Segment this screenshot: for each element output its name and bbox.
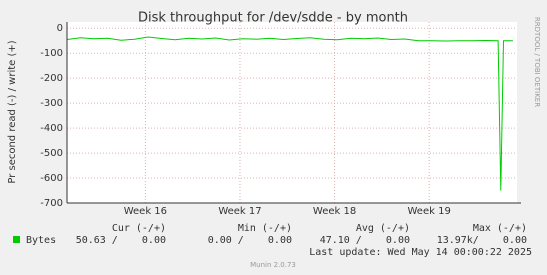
y-tick-label: -500 xyxy=(40,148,63,159)
last-update: Last update: Wed May 14 00:00:22 2025 xyxy=(309,247,532,258)
legend-cell: 50.63 / 0.00 xyxy=(76,235,166,246)
x-tick-label: Week 18 xyxy=(313,206,356,217)
legend-header: Avg (-/+) xyxy=(356,223,410,234)
legend-cell: 47.10 / 0.00 xyxy=(320,235,410,246)
y-tick-label: -300 xyxy=(40,98,63,109)
legend-header: Cur (-/+) xyxy=(112,223,166,234)
y-tick-label: -600 xyxy=(40,173,63,184)
chart-title: Disk throughput for /dev/sdde - by month xyxy=(138,11,408,26)
footer: Munin 2.0.73 xyxy=(250,261,296,269)
data-line xyxy=(66,36,513,191)
y-axis-label: Pr second read (-) / write (+) xyxy=(7,40,18,183)
side-label: RRDTOOL / TOBI OETIKER xyxy=(533,17,541,107)
x-tick-label: Week 19 xyxy=(408,206,451,217)
y-tick-label: -200 xyxy=(40,73,63,84)
legend-label: Bytes xyxy=(26,235,56,246)
y-tick-label: 0 xyxy=(57,23,63,34)
legend-header: Max (-/+) xyxy=(473,223,527,234)
legend-cell: 13.97k/ 0.00 xyxy=(437,235,527,246)
y-tick-label: -400 xyxy=(40,123,63,134)
y-tick-label: -100 xyxy=(40,48,63,59)
x-tick-label: Week 16 xyxy=(124,206,167,217)
x-tick-label: Week 17 xyxy=(218,206,261,217)
y-tick-label: -700 xyxy=(40,198,63,209)
legend-cell: 0.00 / 0.00 xyxy=(208,235,292,246)
legend-header: Min (-/+) xyxy=(238,223,292,234)
plot-area xyxy=(67,22,517,203)
legend-swatch xyxy=(13,236,20,243)
